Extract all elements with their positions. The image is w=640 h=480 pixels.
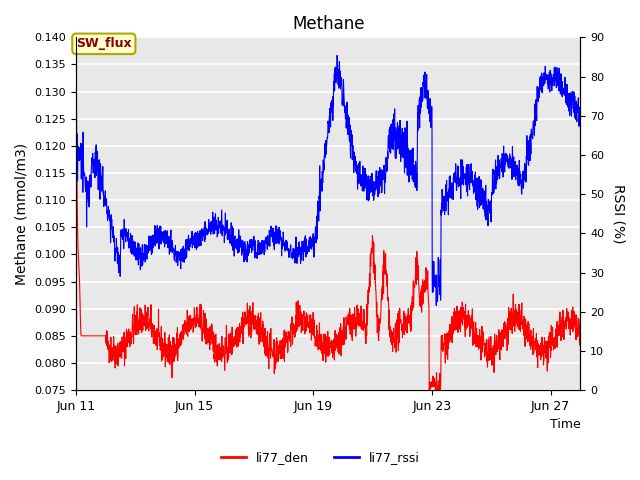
Title: Methane: Methane <box>292 15 364 33</box>
li77_rssi <box>317 186 325 192</box>
li77_rssi <box>98 188 106 194</box>
li77_rssi <box>333 53 341 59</box>
Line: li77_rssi: li77_rssi <box>76 56 580 305</box>
li77_rssi <box>562 88 570 94</box>
li77_rssi <box>470 191 477 196</box>
li77_den <box>72 51 80 57</box>
li77_den <box>562 316 570 322</box>
li77_rssi <box>433 302 440 308</box>
Text: SW_flux: SW_flux <box>76 37 132 50</box>
li77_rssi <box>72 149 80 155</box>
Y-axis label: RSSI (%): RSSI (%) <box>611 184 625 243</box>
li77_den <box>426 387 433 393</box>
li77_rssi <box>577 122 584 128</box>
Legend: li77_den, li77_rssi: li77_den, li77_rssi <box>216 446 424 469</box>
Line: li77_den: li77_den <box>76 54 580 390</box>
li77_den <box>470 326 477 332</box>
li77_den <box>577 317 584 323</box>
X-axis label: Time: Time <box>550 419 580 432</box>
li77_den <box>304 324 312 330</box>
Y-axis label: Methane (mmol/m3): Methane (mmol/m3) <box>15 143 29 285</box>
li77_rssi <box>304 247 312 253</box>
li77_den <box>317 331 325 337</box>
li77_den <box>98 333 106 339</box>
li77_rssi <box>563 98 570 104</box>
li77_den <box>562 323 570 329</box>
